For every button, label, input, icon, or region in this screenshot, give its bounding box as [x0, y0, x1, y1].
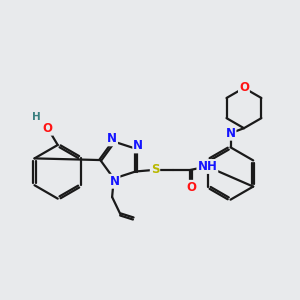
Text: NH: NH — [197, 160, 217, 173]
Text: N: N — [226, 127, 236, 140]
Text: N: N — [107, 132, 117, 146]
Text: N: N — [133, 140, 143, 152]
Text: H: H — [32, 112, 40, 122]
Text: N: N — [110, 175, 119, 188]
Text: O: O — [186, 181, 196, 194]
Text: O: O — [43, 122, 53, 135]
Text: O: O — [239, 81, 249, 94]
Text: S: S — [151, 163, 159, 176]
